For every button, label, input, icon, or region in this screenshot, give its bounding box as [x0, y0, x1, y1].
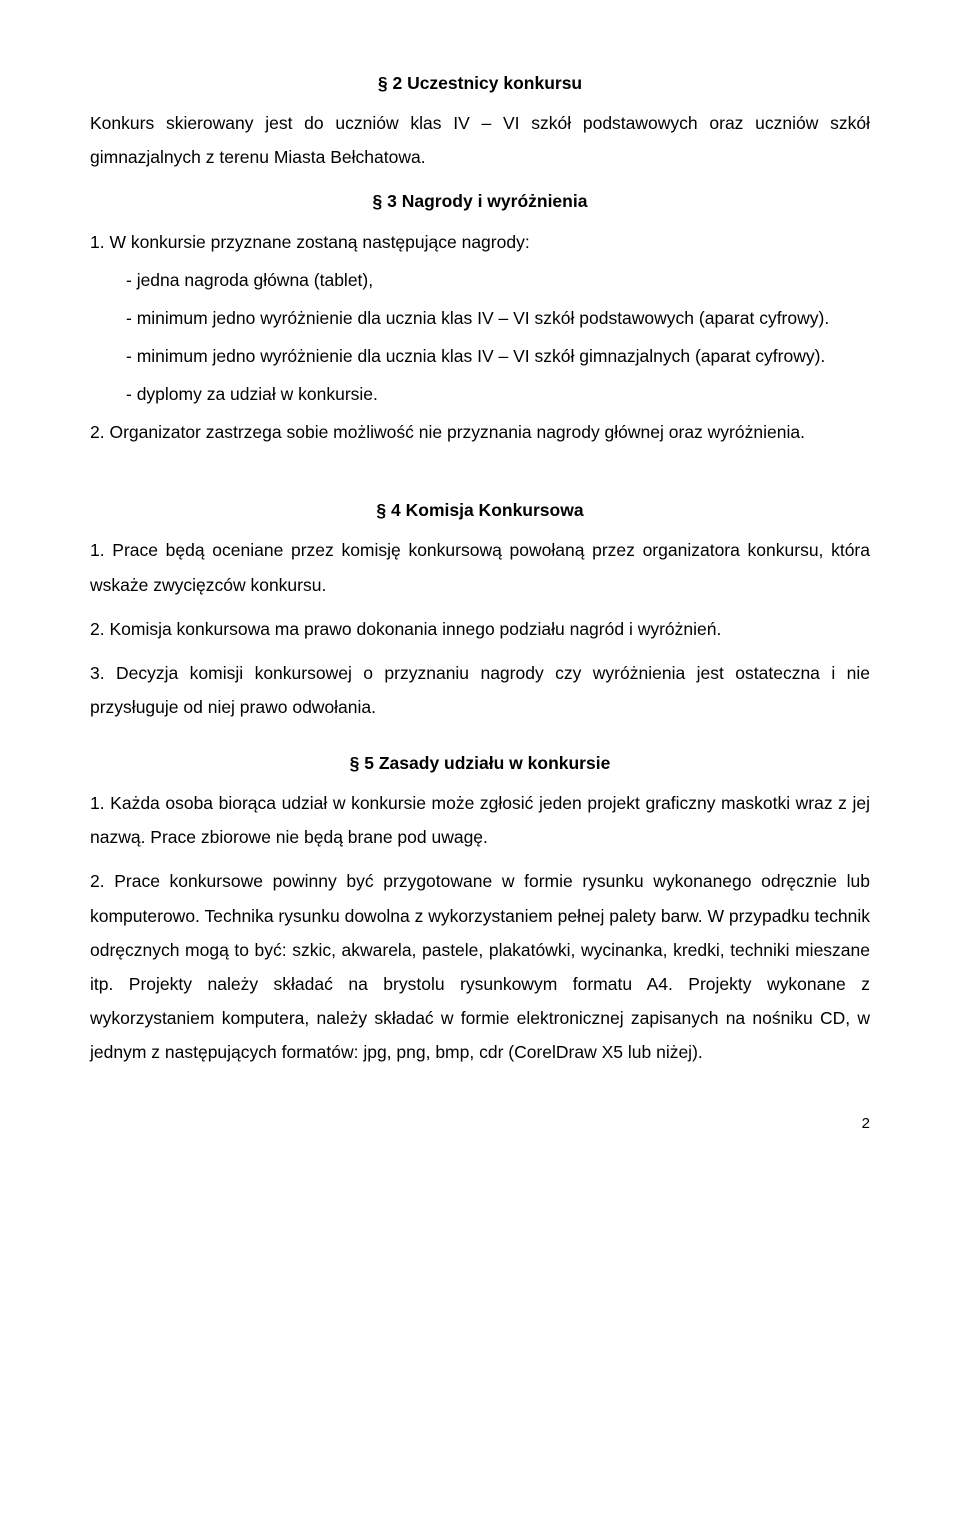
section-3-heading: § 3 Nagrody i wyróżnienia — [90, 184, 870, 218]
section-5: § 5 Zasady udziału w konkursie 1. Każda … — [90, 746, 870, 1069]
section-3-li2: - minimum jedno wyróżnienie dla ucznia k… — [126, 301, 870, 335]
section-2-heading: § 2 Uczestnicy konkursu — [90, 66, 870, 100]
section-5-p2: 2. Prace konkursowe powinny być przygoto… — [90, 864, 870, 1069]
section-3-li3: - minimum jedno wyróżnienie dla ucznia k… — [126, 339, 870, 373]
section-3-p2: 2. Organizator zastrzega sobie możliwość… — [90, 415, 870, 449]
section-3-list: - jedna nagroda główna (tablet), - minim… — [90, 263, 870, 412]
page-number: 2 — [90, 1109, 870, 1138]
section-3-li1: - jedna nagroda główna (tablet), — [126, 263, 870, 297]
section-3: § 3 Nagrody i wyróżnienia 1. W konkursie… — [90, 184, 870, 449]
section-2: § 2 Uczestnicy konkursu Konkurs skierowa… — [90, 66, 870, 174]
section-4-heading: § 4 Komisja Konkursowa — [90, 493, 870, 527]
section-5-p1: 1. Każda osoba biorąca udział w konkursi… — [90, 786, 870, 854]
section-3-p1: 1. W konkursie przyznane zostaną następu… — [90, 225, 870, 259]
section-4-p2: 2. Komisja konkursowa ma prawo dokonania… — [90, 612, 870, 646]
section-4-p3: 3. Decyzja komisji konkursowej o przyzna… — [90, 656, 870, 724]
section-3-li4: - dyplomy za udział w konkursie. — [126, 377, 870, 411]
section-4-p1: 1. Prace będą oceniane przez komisję kon… — [90, 533, 870, 601]
section-4: § 4 Komisja Konkursowa 1. Prace będą oce… — [90, 493, 870, 724]
section-5-heading: § 5 Zasady udziału w konkursie — [90, 746, 870, 780]
section-2-paragraph: Konkurs skierowany jest do uczniów klas … — [90, 106, 870, 174]
